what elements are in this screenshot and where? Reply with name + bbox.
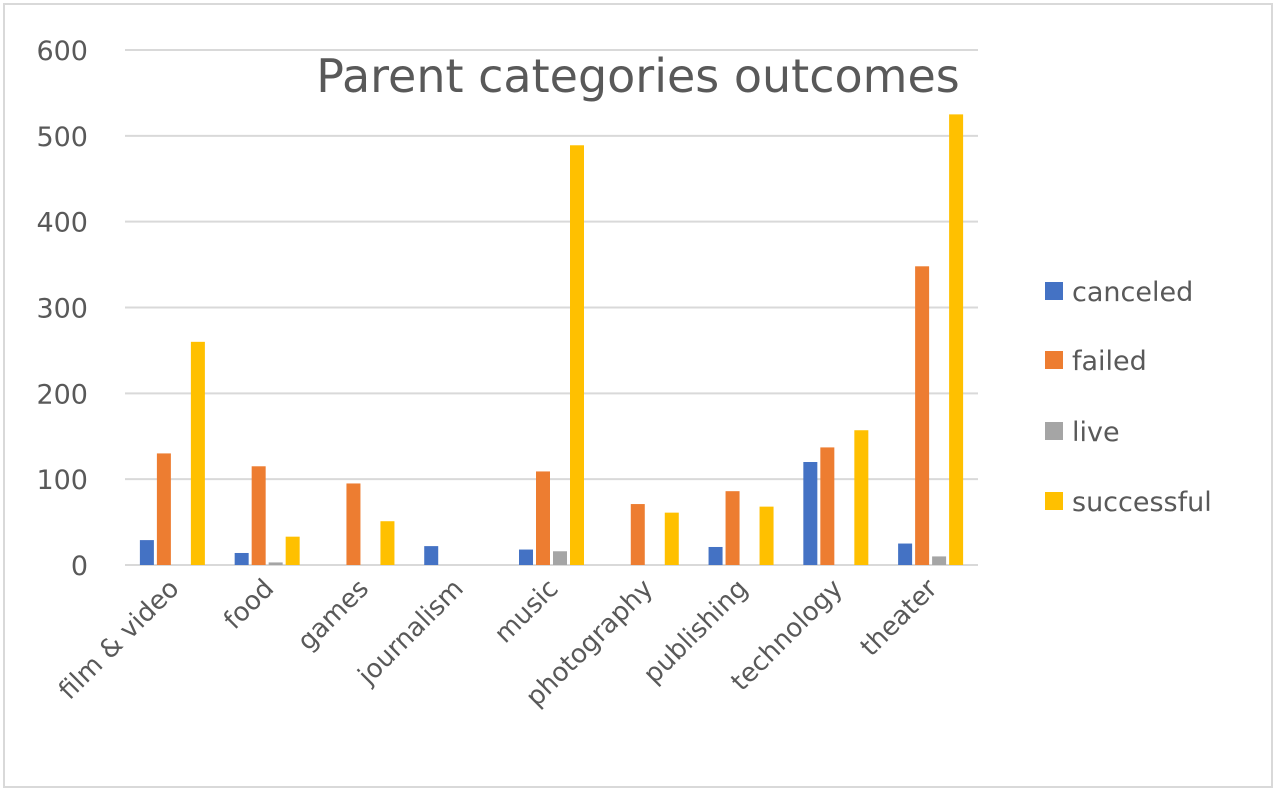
bar-failed	[251, 466, 266, 565]
bar-canceled	[234, 552, 249, 565]
x-tick-label: theater	[855, 574, 944, 663]
bar-failed	[346, 483, 361, 565]
bar-live	[268, 562, 283, 565]
y-tick-label: 500	[36, 122, 88, 153]
bar-canceled	[898, 543, 913, 565]
x-tick-label: food	[218, 574, 280, 636]
y-tick-label: 100	[36, 465, 88, 496]
y-tick-label: 300	[36, 294, 88, 325]
legend-swatch-canceled	[1045, 282, 1063, 300]
x-tick-label: film & video	[53, 574, 185, 706]
bar-failed	[630, 504, 645, 565]
bar-failed	[725, 491, 740, 565]
bar-successful	[190, 341, 205, 565]
bar-failed	[536, 471, 550, 565]
bar-live	[553, 551, 567, 565]
y-tick-label: 200	[36, 379, 88, 410]
bar-canceled	[708, 546, 723, 565]
bar-successful	[854, 430, 869, 565]
chart-border	[3, 3, 1273, 788]
x-tick-label: music	[489, 574, 565, 650]
y-tick-label: 600	[36, 36, 88, 67]
y-tick-label: 400	[36, 208, 88, 239]
legend-swatch-successful	[1045, 492, 1063, 510]
legend-swatch-live	[1045, 422, 1063, 440]
bar-successful	[380, 521, 395, 565]
bar-successful	[285, 536, 300, 565]
legend-label: canceled	[1072, 277, 1193, 308]
bar-failed	[915, 266, 930, 565]
bar-failed	[156, 453, 171, 565]
bar-canceled	[519, 549, 533, 565]
bar-successful	[570, 145, 584, 565]
x-tick-label: games	[292, 574, 375, 657]
bar-canceled	[803, 462, 818, 565]
bar-canceled	[424, 546, 439, 565]
chart-title: Parent categories outcomes	[316, 49, 959, 103]
bar-successful	[664, 512, 679, 565]
bar-failed	[820, 447, 835, 565]
bar-successful	[949, 114, 964, 565]
legend-label: live	[1072, 417, 1120, 448]
legend-label: successful	[1072, 487, 1212, 518]
bar-canceled	[139, 540, 154, 565]
legend-swatch-failed	[1045, 351, 1063, 369]
legend-label: failed	[1072, 346, 1147, 377]
y-tick-label: 0	[71, 551, 88, 582]
bar-successful	[759, 506, 774, 565]
bar-live	[932, 556, 947, 565]
